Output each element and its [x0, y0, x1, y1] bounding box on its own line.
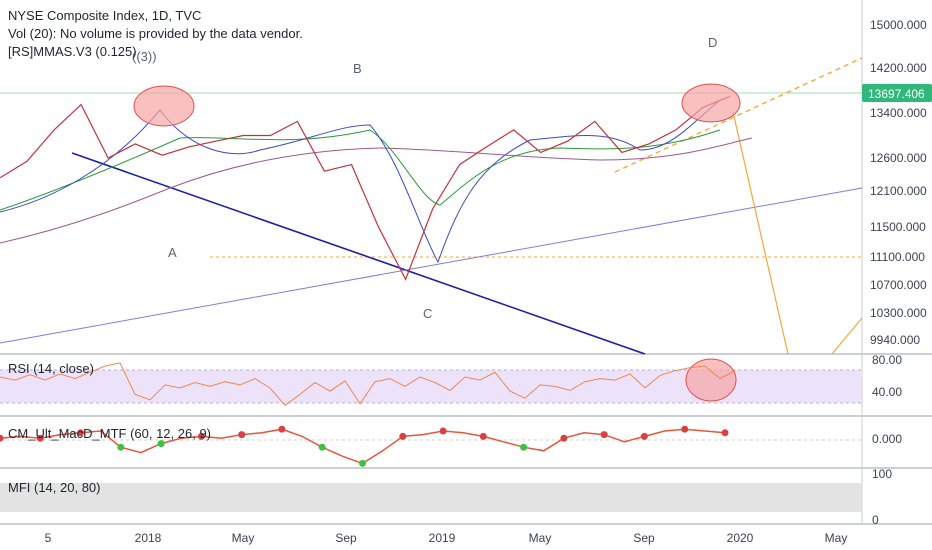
mfi-tick-label: 0 — [872, 513, 879, 527]
mfi-tick-label: 100 — [872, 467, 892, 481]
rsi-label: RSI (14, close) — [8, 361, 94, 376]
price-line — [0, 95, 731, 281]
wave-label-c: C — [423, 306, 432, 321]
chart-title: NYSE Composite Index, 1D, TVC — [8, 8, 201, 23]
rsi-tick-label: 80.00 — [872, 353, 902, 367]
time-tick-label: May — [232, 531, 255, 545]
price-tick-label: 10700.000 — [870, 278, 927, 292]
rsi-tick-label: 40.00 — [872, 385, 902, 399]
macd-dot — [681, 425, 689, 433]
price-badge-text: 13697.406 — [868, 87, 925, 101]
orange-dashed-projection — [614, 57, 863, 173]
macd-dot — [238, 431, 246, 439]
time-tick-label: May — [529, 531, 552, 545]
highlight-ellipse-2018-top — [133, 85, 195, 127]
time-tick-label: Sep — [633, 531, 655, 545]
ma-long-line — [0, 137, 753, 244]
purple-trendline — [0, 187, 863, 344]
macd-dots — [0, 425, 729, 467]
price-tick-label: 13400.000 — [870, 106, 927, 120]
time-tick-label: Sep — [335, 531, 357, 545]
macd-dot — [600, 431, 608, 439]
macd-dot — [520, 443, 528, 451]
wave-label-b: B — [353, 61, 362, 76]
macd-dot — [36, 434, 44, 442]
price-tick-label: 11500.000 — [870, 220, 926, 234]
price-axis-ticks: 15000.000 14200.000 13400.000 12600.000 1210… — [870, 18, 927, 527]
price-tick-label: 15000.000 — [870, 18, 927, 32]
price-tick-label: 12600.000 — [870, 151, 927, 165]
macd-dot — [479, 432, 487, 440]
orange-recovery-projection — [831, 317, 863, 355]
time-axis-ticks: 5 2018 May Sep 2019 May Sep 2020 May — [45, 531, 848, 545]
wave-label-a: A — [168, 245, 177, 260]
indicator-label: [RS]MMAS.V3 (0.125) — [8, 44, 137, 59]
macd-dot — [0, 434, 4, 442]
macd-dot — [117, 443, 125, 451]
time-tick-label: 2020 — [727, 531, 754, 545]
macd-dot — [197, 432, 205, 440]
mfi-band — [0, 483, 862, 512]
highlight-ellipse-2019-top — [681, 83, 741, 123]
macd-dot — [157, 440, 165, 448]
macd-dot — [278, 425, 286, 433]
macd-label: CM_Ult_MacD_MTF (60, 12, 26, 9) — [8, 426, 211, 441]
wave-label-3: ((3)) — [132, 49, 157, 64]
ma-mid-line — [0, 129, 721, 211]
blue-trendline — [71, 152, 646, 355]
time-tick-label: 2019 — [429, 531, 456, 545]
macd-dot — [318, 443, 326, 451]
time-tick-label: 5 — [45, 531, 52, 545]
macd-tick-label: 0.000 — [872, 432, 902, 446]
macd-dot — [721, 429, 729, 437]
macd-dot — [439, 427, 447, 435]
ma-short-line — [0, 99, 721, 264]
wave-label-d: D — [708, 35, 717, 50]
macd-dot — [399, 432, 407, 440]
mfi-label: MFI (14, 20, 80) — [8, 480, 100, 495]
price-tick-label: 12100.000 — [870, 184, 927, 198]
time-tick-label: 2018 — [135, 531, 162, 545]
orange-drop-projection — [732, 111, 789, 355]
macd-dot — [77, 429, 85, 437]
price-tick-label: 11100.000 — [870, 250, 925, 264]
price-tick-label: 9940.000 — [870, 333, 920, 347]
volume-note: Vol (20): No volume is provided by the d… — [8, 26, 303, 41]
time-tick-label: May — [825, 531, 848, 545]
macd-dot — [359, 459, 366, 467]
price-badge — [862, 84, 932, 102]
macd-dot — [560, 434, 568, 442]
macd-dot — [640, 432, 648, 440]
price-tick-label: 14200.000 — [870, 61, 927, 75]
highlight-ellipse-rsi — [685, 358, 737, 402]
rsi-line — [0, 362, 736, 406]
price-tick-label: 10300.000 — [870, 306, 927, 320]
